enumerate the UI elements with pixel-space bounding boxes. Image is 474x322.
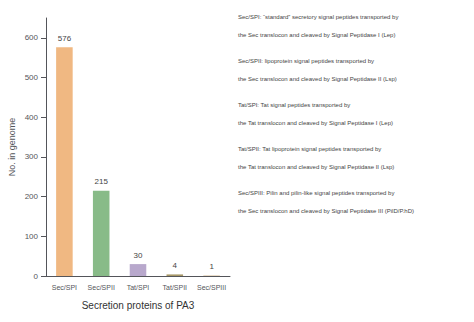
svg-text:400: 400 [25,113,39,122]
svg-text:No. in genome: No. in genome [7,118,17,177]
svg-text:30: 30 [134,251,143,260]
svg-text:1: 1 [209,262,214,271]
svg-text:Tat/SPII: Tat/SPII [163,284,188,291]
svg-text:500: 500 [25,73,39,82]
svg-text:Sec/SPI: Sec/SPI [52,284,77,291]
svg-text:4: 4 [173,261,178,270]
svg-text:Sec/SPI: “standard” secretory: Sec/SPI: “standard” secretory signal pep… [238,14,398,20]
svg-text:0: 0 [34,272,39,281]
svg-text:Sec/SPIII: Sec/SPIII [197,284,226,291]
svg-text:215: 215 [95,177,109,186]
svg-text:Sec/SPII: lipoprotein signal p: Sec/SPII: lipoprotein signal peptides tr… [238,58,374,64]
svg-text:200: 200 [25,192,39,201]
svg-text:the Sec translocon and cleaved: the Sec translocon and cleaved by Signal… [238,208,414,214]
svg-text:Secretion proteins of PA3: Secretion proteins of PA3 [82,300,195,311]
svg-text:Sec/SPII: Sec/SPII [88,284,115,291]
svg-text:Tat/SPI: Tat/SPI [127,284,150,291]
svg-text:the Tat translocon and cleaved: the Tat translocon and cleaved by Signal… [238,120,393,126]
svg-text:the Sec translocon and cleaved: the Sec translocon and cleaved by Signal… [238,76,397,82]
svg-text:600: 600 [25,33,39,42]
svg-text:300: 300 [25,152,39,161]
svg-text:Tat/SPII: Tat lipoprotein sign: Tat/SPII: Tat lipoprotein signal peptide… [238,146,381,152]
svg-text:the Sec translocon and cleaved: the Sec translocon and cleaved by Signal… [238,32,395,38]
svg-text:the Tat translocon and cleaved: the Tat translocon and cleaved by Signal… [238,164,394,170]
svg-text:Sec/SPIII: Pilin and pilin-lik: Sec/SPIII: Pilin and pilin-like signal p… [238,190,394,196]
svg-text:100: 100 [25,232,39,241]
svg-text:576: 576 [58,34,72,43]
svg-text:Tat/SPI: Tat signal peptides t: Tat/SPI: Tat signal peptides transported… [238,102,350,108]
